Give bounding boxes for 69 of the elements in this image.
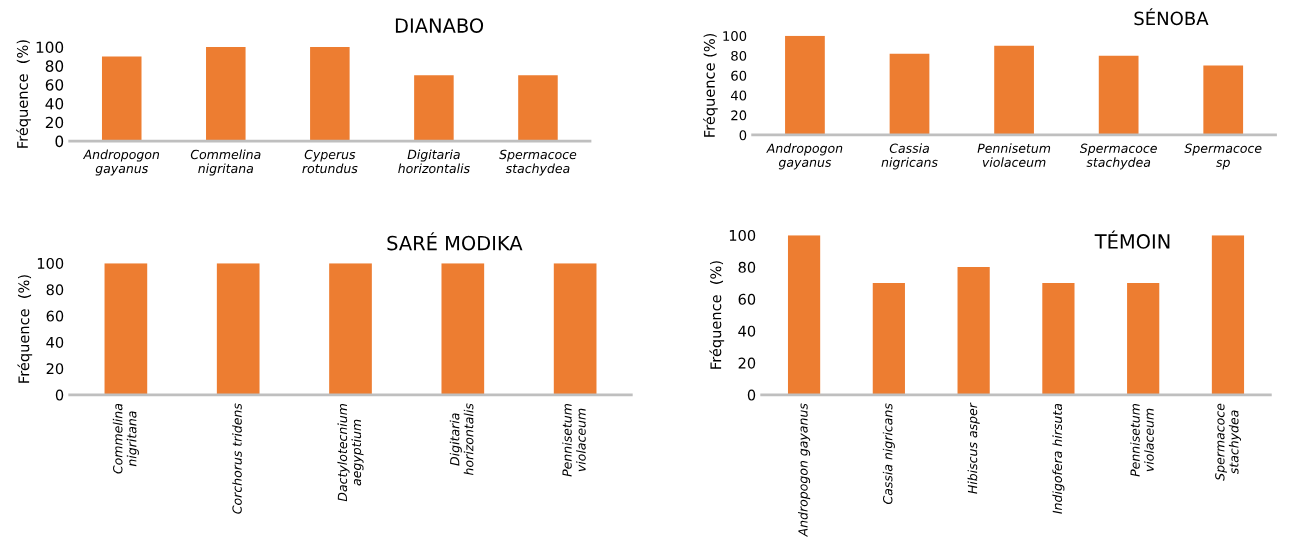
y-tick-label: 40 xyxy=(730,90,747,101)
x-tick-label: Cassia nigricans xyxy=(882,403,895,505)
bar xyxy=(957,267,990,395)
bar xyxy=(785,35,825,135)
y-tick-label: 40 xyxy=(45,97,64,110)
x-tick-label: Cyperus rotundus xyxy=(302,149,358,174)
x-tick-label: Digitaria horizontalis xyxy=(449,403,474,476)
x-tick-label: Pennisetum violaceum xyxy=(562,403,586,477)
x-tick-label: Spermacoce stachydea xyxy=(1215,403,1241,481)
y-tick-label: 100 xyxy=(37,257,64,269)
y-tick-label: 60 xyxy=(45,79,64,91)
x-tick-label: Pennisetum violaceum xyxy=(977,143,1051,167)
bar xyxy=(1098,55,1139,135)
y-tick-label: 0 xyxy=(55,135,64,148)
y-tick-label: 20 xyxy=(46,363,64,375)
y-tick-label: 100 xyxy=(729,229,756,241)
y-tick-label: 80 xyxy=(731,50,747,61)
y-axis-title: Fréquence (%) xyxy=(703,33,718,137)
x-tick-label: Andropogon gayanus xyxy=(82,149,160,176)
x-tick-label: Cassia nigricans xyxy=(881,143,938,170)
y-tick-label: 20 xyxy=(738,357,756,369)
y-tick-label: 0 xyxy=(739,130,747,141)
y-tick-label: 100 xyxy=(36,41,64,54)
bar xyxy=(1203,65,1244,135)
bar xyxy=(206,47,246,142)
x-tick-label: Corchorus tridens xyxy=(232,403,242,514)
x-tick-label: Andropogon gayanus xyxy=(766,143,843,170)
bar xyxy=(518,75,558,142)
y-tick-label: 60 xyxy=(738,293,756,305)
chart-title: TÉMOIN xyxy=(1094,230,1170,249)
y-axis-title: Fréquence (%) xyxy=(16,40,31,148)
bar xyxy=(994,45,1034,135)
x-tick-label: Spermacoce stachydea xyxy=(499,149,577,176)
y-tick-label: 40 xyxy=(46,336,64,348)
x-tick-label: Spermacoce sp xyxy=(1184,143,1262,170)
x-tick-label: Pennisetum violaceum xyxy=(1130,403,1154,477)
bar xyxy=(889,53,930,135)
bar xyxy=(101,56,142,142)
y-tick-label: 0 xyxy=(747,389,756,401)
x-tick-label: Hibiscus asper xyxy=(967,402,980,494)
x-tick-label: Digitaria horizontalis xyxy=(398,149,470,174)
bar xyxy=(310,47,350,142)
chart-title: SARÉ MODIKA xyxy=(387,232,523,251)
bar xyxy=(1127,283,1160,395)
y-tick-label: 0 xyxy=(55,389,64,401)
x-tick-label: Spermacoce stachydea xyxy=(1079,143,1157,170)
chart-title: DIANABO xyxy=(395,18,484,33)
y-tick-label: 80 xyxy=(45,60,64,72)
y-axis-title: Fréquence (%) xyxy=(709,261,725,369)
bar xyxy=(787,235,821,395)
bar xyxy=(872,283,905,395)
bar xyxy=(414,75,454,142)
x-tick-label: Dactylotecnium aegyptium xyxy=(337,403,364,502)
x-tick-label: Andropogon gayanus xyxy=(798,403,811,538)
y-tick-label: 60 xyxy=(46,310,64,322)
bar xyxy=(1211,235,1245,395)
y-tick-label: 20 xyxy=(731,110,747,121)
y-axis-title: Fréquence (%) xyxy=(17,275,33,383)
chart-title: SÉNOBA xyxy=(1134,8,1209,26)
x-tick-label: Commelina nigritana xyxy=(112,403,139,474)
y-tick-label: 80 xyxy=(738,261,756,273)
y-tick-label: 20 xyxy=(45,116,64,129)
x-tick-label: Indigofera hirsuta xyxy=(1052,403,1065,514)
y-tick-label: 80 xyxy=(46,284,64,296)
bar xyxy=(1042,283,1075,395)
y-tick-label: 60 xyxy=(731,70,747,81)
x-tick-label: Commelina nigritana xyxy=(190,149,261,176)
y-tick-label: 40 xyxy=(738,325,756,337)
y-tick-label: 100 xyxy=(723,31,747,42)
